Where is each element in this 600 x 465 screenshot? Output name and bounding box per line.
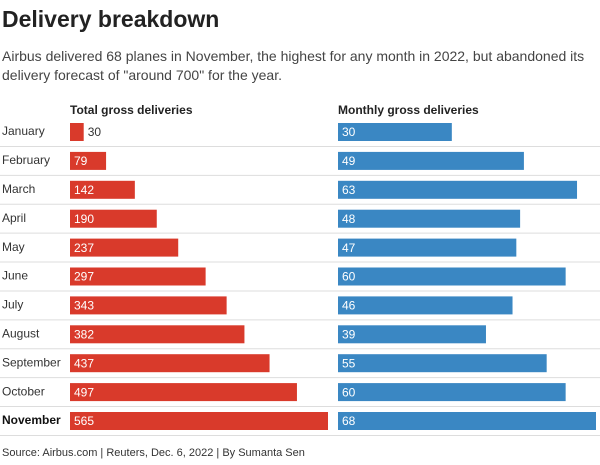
value-label: 48 (342, 212, 356, 226)
value-label: 49 (342, 154, 356, 168)
value-label: 46 (342, 299, 356, 313)
category-label: September (2, 355, 61, 369)
category-label: November (2, 413, 61, 427)
value-label: 39 (342, 327, 356, 341)
bar (338, 354, 547, 373)
value-label: 497 (74, 385, 94, 399)
value-label: 30 (88, 125, 102, 139)
value-label: 343 (74, 299, 94, 313)
bar (70, 412, 328, 430)
bar (338, 325, 486, 344)
category-label: August (2, 326, 40, 340)
value-label: 60 (342, 270, 356, 284)
bar (338, 267, 566, 286)
category-label: February (2, 153, 50, 167)
bar (70, 383, 297, 402)
bar (70, 296, 227, 315)
bar (70, 123, 84, 141)
bar (70, 209, 157, 228)
value-label: 565 (74, 414, 94, 428)
category-label: April (2, 211, 26, 225)
value-label: 297 (74, 270, 94, 284)
subtitle: Airbus delivered 68 planes in November, … (2, 48, 585, 83)
value-label: 60 (342, 385, 356, 399)
bar (338, 412, 596, 430)
bar (338, 180, 578, 199)
source: Source: Airbus.com | Reuters, Dec. 6, 20… (2, 447, 305, 459)
bar (70, 151, 107, 170)
value-label: 30 (342, 125, 356, 139)
value-label: 79 (74, 154, 88, 168)
panel-title: Monthly gross deliveries (338, 103, 479, 117)
value-label: 47 (342, 241, 356, 255)
bar (338, 151, 524, 170)
bar (338, 296, 513, 315)
category-label: July (2, 298, 23, 312)
category-label: June (2, 269, 28, 283)
bar (338, 209, 521, 228)
bar (70, 267, 206, 286)
value-label: 55 (342, 356, 356, 370)
value-label: 190 (74, 212, 94, 226)
category-label: March (2, 182, 35, 196)
category-label: May (2, 240, 25, 254)
value-label: 68 (342, 414, 356, 428)
category-label: October (2, 384, 45, 398)
value-label: 142 (74, 183, 94, 197)
bar (70, 238, 179, 257)
bar (70, 180, 135, 199)
bar (70, 325, 245, 344)
chart: January February March April May June July Augu… (0, 103, 600, 436)
bar (70, 354, 270, 373)
value-label: 63 (342, 183, 356, 197)
panel-title: Total gross deliveries (70, 103, 193, 117)
value-label: 437 (74, 356, 94, 370)
bar (338, 383, 566, 402)
bar (338, 238, 517, 257)
bar (338, 123, 452, 141)
value-label: 382 (74, 327, 94, 341)
title: Delivery breakdown (2, 6, 220, 32)
value-label: 237 (74, 241, 94, 255)
category-label: January (2, 124, 45, 138)
